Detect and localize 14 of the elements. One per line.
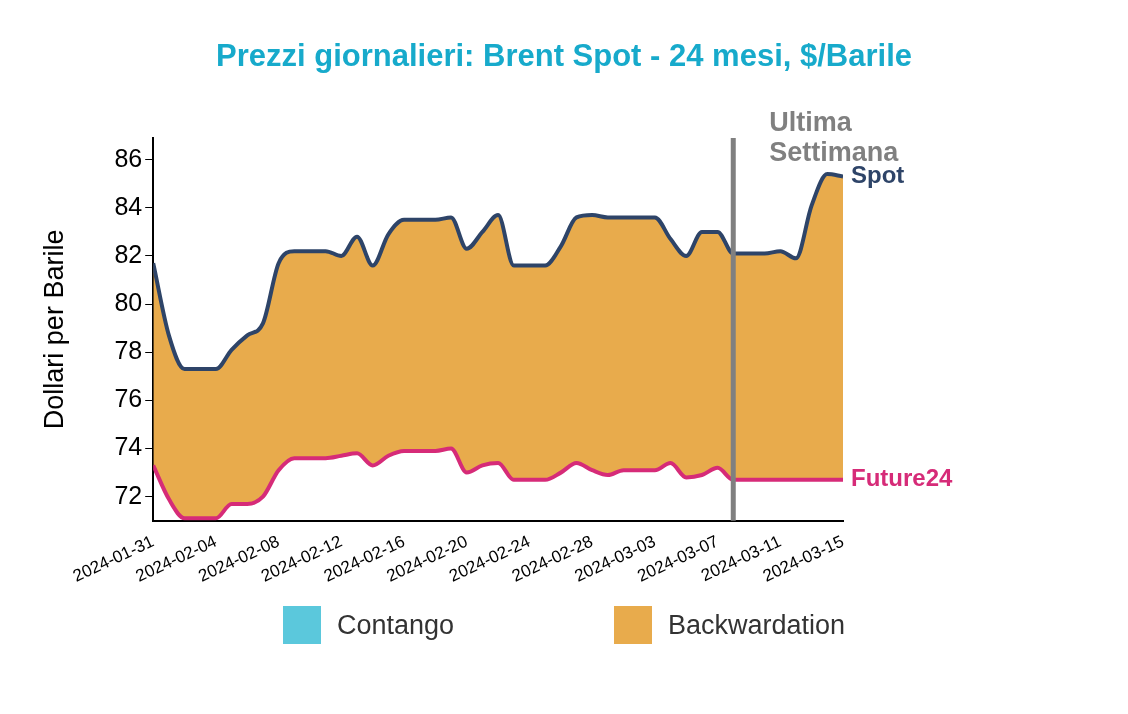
y-axis-title: Dollari per Barile [38,229,69,430]
y-tick-label: 80 [114,287,143,316]
legend-label: Contango [336,609,454,641]
y-tick-label: 84 [114,191,143,220]
legend-label: Backwardation [668,609,846,641]
y-tick-label: 78 [114,336,143,365]
y-tick-label: 86 [114,143,143,172]
y-tick-label: 82 [114,239,143,268]
y-tick-label: 72 [114,480,143,509]
y-tick-label: 74 [114,432,143,461]
chart-title: Prezzi giornalieri: Brent Spot - 24 mesi, $/Barile [215,38,913,74]
series-label: Future24 [851,464,954,492]
line-series [153,172,843,372]
y-tick-label: 76 [114,384,143,413]
